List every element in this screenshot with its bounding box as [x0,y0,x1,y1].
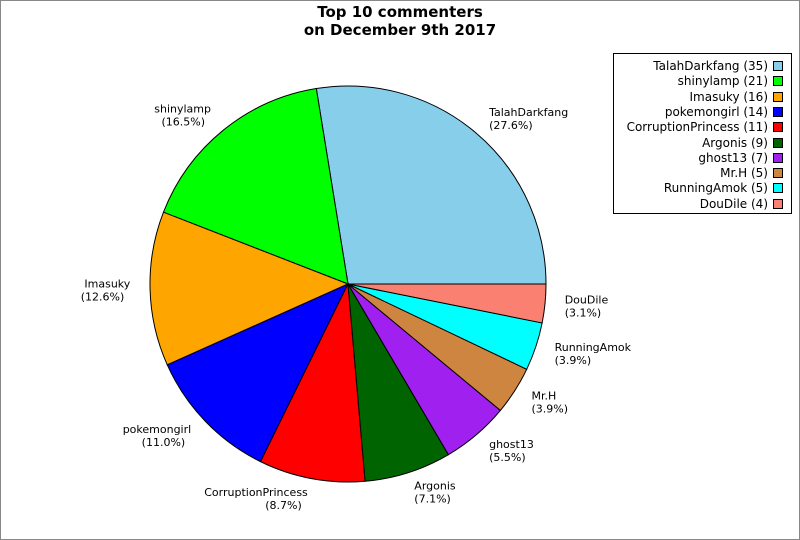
slice-label-percent: (27.6%) [489,119,533,132]
legend-swatch [773,76,783,87]
legend-swatch [773,106,783,117]
legend-label: ghost13 (7) [698,150,768,165]
slice-label: shinylamp (16.5%) [154,103,211,129]
pie-slice-corruptionprincess [259,282,366,483]
slice-label-percent: (3.1%) [565,307,602,320]
chart-title-line-1: Top 10 commenters [317,3,483,21]
legend-label: DouDile (4) [699,196,768,211]
pie-slice-shinylamp [162,87,349,285]
legend-label: Imasuky (16) [689,89,768,104]
slice-label-name: Mr.H [532,389,557,402]
slice-label: RunningAmok (3.9%) [555,341,632,367]
slice-label: Mr.H (3.9%) [532,389,569,415]
legend-entry: Mr.H (5) [720,166,783,180]
slice-label-percent: (3.9%) [555,354,592,367]
legend-swatch [773,198,783,209]
legend-swatch [773,122,783,133]
legend-entry: Argonis (9) [702,136,783,150]
legend-label: RunningAmok (5) [663,181,768,196]
slice-label-name: DouDile [565,294,609,307]
legend-label: Mr.H (5) [720,166,768,181]
chart-title: Top 10 commenters on December 9th 2017 [0,3,800,39]
slice-label: CorruptionPrincess (8.7%) [204,486,308,512]
legend-swatch [773,183,783,194]
slice-label-percent: (16.5%) [161,116,205,129]
legend-entry: DouDile (4) [700,197,783,211]
legend-entry: CorruptionPrincess (11) [627,120,783,134]
legend-entry: shinylamp (21) [678,74,783,88]
slice-label-name: RunningAmok [555,341,632,354]
slice-label-percent: (11.0%) [142,436,186,449]
pie-slice-talahdarkfang [315,85,547,285]
slice-label-name: shinylamp [154,103,211,116]
chart-title-line-2: on December 9th 2017 [303,21,497,39]
legend-swatch [773,152,783,163]
legend-label: pokemongirl (14) [664,104,768,119]
slice-label-percent: (12.6%) [81,290,125,303]
legend: TalahDarkfang (35) shinylamp (21) Imasuky … [613,53,792,214]
pie-slice-imasuky [149,211,350,366]
legend-label: TalahDarkfang (35) [653,59,768,73]
pie-slice-pokemongirl [166,282,350,463]
slice-label-percent: (5.5%) [489,451,526,464]
slice-label-percent: (7.1%) [414,493,451,506]
slice-label-name: ghost13 [489,438,534,451]
slice-label: ghost13 (5.5%) [489,438,534,464]
legend-swatch [773,137,783,148]
legend-entry: ghost13 (7) [698,151,783,165]
legend-swatch [773,61,783,71]
slice-label: TalahDarkfang (27.6%) [488,106,568,132]
legend-swatch [773,168,783,179]
slice-label: pokemongirl (11.0%) [123,423,192,449]
slice-label-name: pokemongirl [123,423,192,436]
legend-label: shinylamp (21) [677,74,768,89]
legend-label: CorruptionPrincess (11) [626,120,768,135]
pie-slice-doudile [347,283,547,324]
slice-label: Imasuky (12.6%) [81,277,131,303]
legend-entry: pokemongirl (14) [665,105,783,119]
slice-label-name: Argonis [414,480,456,493]
legend-swatch [773,91,783,102]
legend-entry: TalahDarkfang (35) [653,59,783,73]
legend-entry: Imasuky (16) [689,90,783,104]
legend-entry: RunningAmok (5) [664,181,783,195]
slice-label-percent: (3.9%) [532,402,569,415]
slice-label: DouDile (3.1%) [565,294,609,320]
slice-label-percent: (8.7%) [265,499,302,512]
legend-label: Argonis (9) [702,135,768,150]
slice-label: Argonis (7.1%) [414,480,456,506]
slice-label-name: CorruptionPrincess [204,486,308,499]
slice-label-name: Imasuky [84,277,130,290]
slice-label-name: TalahDarkfang [488,106,568,119]
